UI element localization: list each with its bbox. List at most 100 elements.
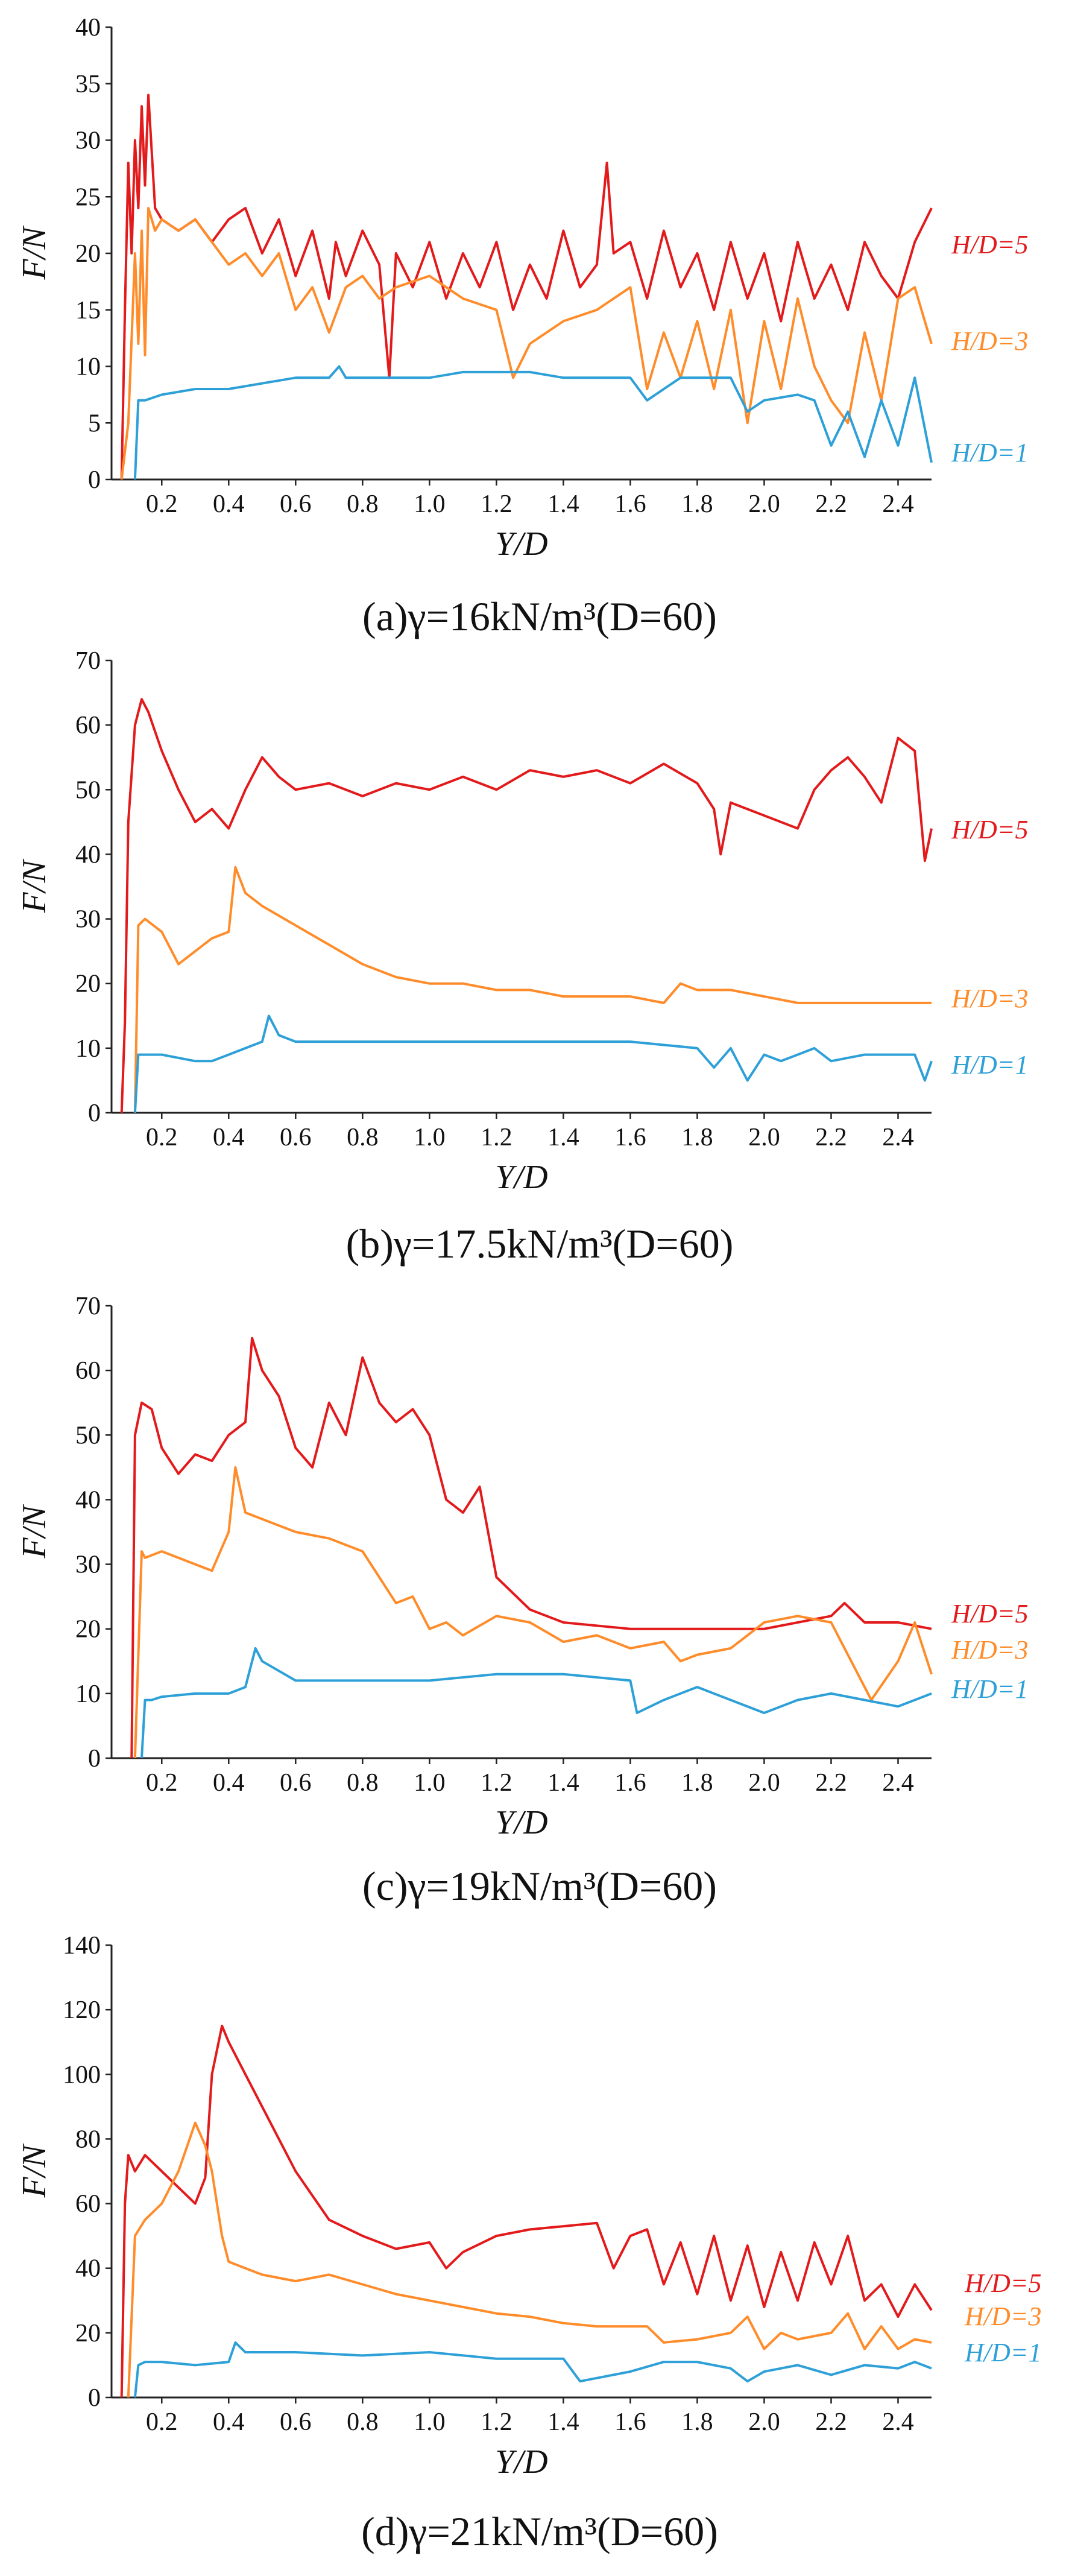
y-tick-label: 30 [75, 1551, 101, 1579]
y-tick-label: 50 [75, 776, 101, 804]
x-tick-label: 1.8 [681, 1124, 713, 1151]
y-tick-label: 70 [75, 1293, 101, 1320]
panel-caption: (a)γ=16kN/m³(D=60) [362, 593, 717, 639]
x-tick-label: 1.6 [614, 490, 646, 518]
x-tick-label: 1.0 [414, 2408, 446, 2436]
x-axis-label: Y/D [495, 2443, 547, 2481]
x-tick-label: 0.4 [213, 1124, 245, 1151]
x-axis-label: Y/D [495, 1159, 547, 1196]
series-line-hd5 [130, 1337, 932, 1759]
x-tick-label: 0.2 [146, 2408, 178, 2436]
x-tick-label: 0.4 [213, 490, 245, 518]
x-tick-label: 1.4 [547, 490, 579, 518]
y-tick-label: 40 [75, 1486, 101, 1514]
chart-panel-0: 0 5 10 15 20 25 30 35 40 0.2 0.4 0.6 0.8 1.0 1.2 1.4 1.6… [16, 14, 1028, 639]
series-line-hd1 [133, 365, 933, 480]
panel-caption: (d)γ=21kN/m³(D=60) [361, 2508, 718, 2554]
series-label-hd3: H/D=3 [951, 1635, 1028, 1665]
x-axis-label: Y/D [495, 1804, 547, 1841]
chart-panel-3: 0 20 40 60 80 100 120 140 0.2 0.4 0.6 0.8 1.0 1.2 1.4 1… [16, 1932, 1041, 2554]
x-tick-label: 0.2 [146, 1769, 178, 1797]
y-tick-label: 0 [88, 1745, 101, 1773]
y-tick-label: 120 [63, 1996, 101, 2024]
y-tick-label: 70 [75, 647, 101, 675]
x-tick-label: 2.4 [882, 490, 914, 518]
series-line-hd5 [120, 698, 933, 1113]
x-tick-label: 2.4 [882, 1769, 914, 1797]
y-tick-label: 60 [75, 1357, 101, 1385]
y-tick-label: 50 [75, 1422, 101, 1449]
x-tick-label: 1.8 [681, 490, 713, 518]
x-tick-label: 1.6 [614, 2408, 646, 2436]
x-tick-label: 0.6 [280, 1124, 312, 1151]
y-tick-label: 60 [75, 2191, 101, 2218]
y-tick-label: 30 [75, 127, 101, 155]
x-tick-label: 0.8 [347, 2408, 379, 2436]
series-line-hd3 [127, 2121, 932, 2398]
x-tick-label: 2.2 [815, 1769, 847, 1797]
y-axis-label: F/N [16, 226, 53, 280]
series-line-hd1 [133, 1014, 933, 1113]
series-line-hd3 [120, 207, 933, 480]
y-tick-label: 100 [63, 2061, 101, 2089]
x-tick-label: 1.0 [414, 490, 446, 518]
y-tick-label: 40 [75, 841, 101, 869]
y-axis-label: F/N [16, 859, 53, 914]
x-tick-label: 0.6 [280, 2408, 312, 2436]
y-axis-label: F/N [16, 2144, 53, 2198]
series-label-hd1: H/D=1 [951, 1674, 1028, 1704]
x-tick-label: 1.0 [414, 1124, 446, 1151]
chart-panel-1: 0 10 20 30 40 50 60 70 0.2 0.4 0.6 0.8 1.0 1.2 1.4 1.6 1… [16, 647, 1028, 1267]
x-tick-label: 2.2 [815, 490, 847, 518]
x-tick-label: 0.6 [280, 1769, 312, 1797]
series-label-hd3: H/D=3 [951, 326, 1028, 356]
x-tick-label: 2.0 [748, 1769, 780, 1797]
series-label-hd1: H/D=1 [964, 2338, 1041, 2367]
y-tick-label: 60 [75, 712, 101, 739]
y-tick-label: 30 [75, 906, 101, 934]
x-tick-label: 0.8 [347, 1769, 379, 1797]
x-tick-label: 0.2 [146, 1124, 178, 1151]
x-tick-label: 0.4 [213, 2408, 245, 2436]
y-tick-label: 35 [75, 71, 101, 98]
y-tick-label: 140 [63, 1932, 101, 1960]
x-tick-label: 1.2 [481, 490, 512, 518]
x-tick-label: 1.8 [681, 2408, 713, 2436]
series-line-hd5 [120, 93, 933, 480]
x-axis-label: Y/D [495, 525, 547, 563]
y-tick-label: 20 [75, 970, 101, 998]
series-label-hd5: H/D=5 [964, 2268, 1041, 2298]
x-tick-label: 2.4 [882, 1124, 914, 1151]
x-tick-label: 0.6 [280, 490, 312, 518]
series-line-hd5 [120, 2024, 933, 2398]
y-axis-label: F/N [16, 1504, 53, 1559]
x-tick-label: 0.8 [347, 490, 379, 518]
y-tick-label: 25 [75, 183, 101, 211]
chart-panel-2: 0 10 20 30 40 50 60 70 0.2 0.4 0.6 0.8 1.0 1.2 1.4 1.6 1… [16, 1293, 1028, 1909]
series-line-hd3 [133, 1466, 933, 1759]
x-tick-label: 0.2 [146, 490, 178, 518]
y-tick-label: 10 [75, 1680, 101, 1708]
y-tick-label: 80 [75, 2125, 101, 2153]
x-tick-label: 1.4 [547, 1769, 579, 1797]
series-label-hd5: H/D=5 [951, 230, 1028, 259]
series-line-hd1 [140, 1647, 932, 1759]
y-tick-label: 0 [88, 2384, 101, 2412]
x-tick-label: 0.8 [347, 1124, 379, 1151]
y-tick-label: 40 [75, 2255, 101, 2283]
y-tick-label: 20 [75, 1616, 101, 1644]
x-tick-label: 2.2 [815, 2408, 847, 2436]
series-line-hd1 [133, 2341, 932, 2398]
panel-caption: (b)γ=17.5kN/m³(D=60) [346, 1221, 734, 1267]
series-label-hd1: H/D=1 [951, 1050, 1028, 1080]
series-label-hd3: H/D=3 [951, 984, 1028, 1013]
panel-caption: (c)γ=19kN/m³(D=60) [362, 1863, 717, 1909]
series-label-hd5: H/D=5 [951, 1599, 1028, 1628]
x-tick-label: 2.2 [815, 1124, 847, 1151]
y-tick-label: 15 [75, 297, 101, 324]
x-tick-label: 1.2 [481, 1769, 512, 1797]
series-line-hd3 [133, 866, 932, 1113]
y-tick-label: 5 [88, 410, 101, 437]
x-tick-label: 1.8 [681, 1769, 713, 1797]
